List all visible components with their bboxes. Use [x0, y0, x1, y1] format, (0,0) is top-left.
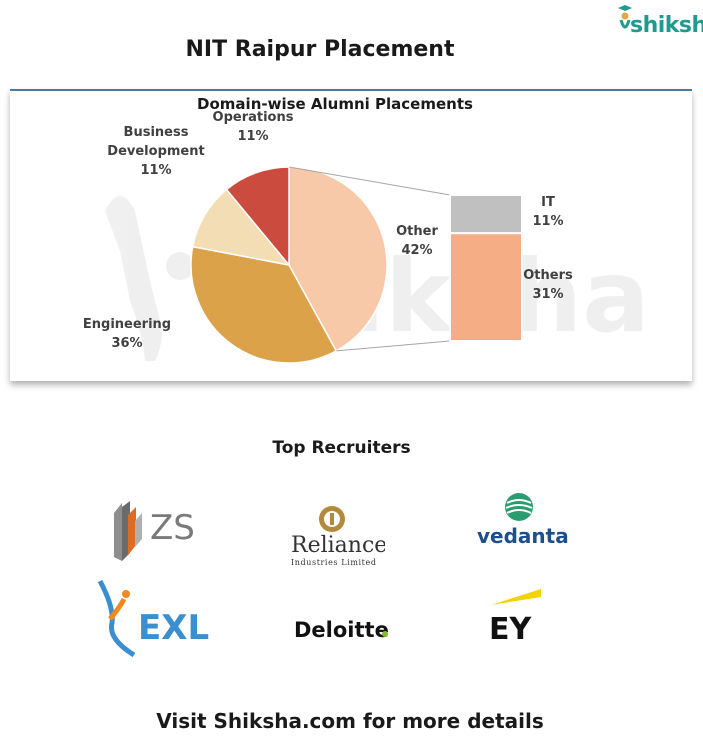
- recruiters-title: Top Recruiters: [272, 438, 411, 458]
- data-label-others: Others 31%: [523, 268, 573, 302]
- connector-bottom: [336, 340, 451, 352]
- ey-logo-text: EY: [489, 612, 532, 643]
- zs-logo: ZS: [114, 501, 195, 561]
- reliance-logo-text: Reliance: [291, 533, 385, 558]
- shiksha-logo: [618, 5, 632, 29]
- data-label-engineering: Engineering 36%: [83, 317, 171, 351]
- breakdown-bar-it: [449, 194, 523, 235]
- reliance-logo: Reliance Industries Limited: [291, 506, 385, 567]
- exl-logo: EXL: [97, 579, 209, 657]
- breakdown-connectors: [288, 166, 451, 352]
- data-label-operations: Operations 11%: [213, 110, 294, 144]
- data-label-business-development: Business Development 11%: [107, 125, 204, 178]
- page-title: NIT Raipur Placement: [185, 37, 455, 62]
- brand-name: shiksha: [630, 13, 703, 38]
- vedanta-logo-text: vedanta: [477, 524, 569, 548]
- pie-slice-operations: [225, 166, 290, 268]
- chart-title: Domain-wise Alumni Placements: [197, 95, 473, 113]
- pie-slice-business-development: [191, 188, 291, 267]
- connector-top: [288, 166, 451, 196]
- chart-card: shiksha Other 42% Engineering 36% Business De…: [10, 89, 692, 381]
- footer-text: Visit Shiksha.com for more details: [156, 709, 544, 733]
- deloitte-logo: Deloitte: [294, 618, 389, 642]
- deloitte-logo-text: Deloitte: [294, 618, 389, 642]
- pie-slice-engineering: [190, 245, 338, 364]
- data-labels: Other 42% Engineering 36% Business Developmen…: [83, 110, 573, 351]
- pie-chart: shiksha Other 42%Engineering 36%Business De…: [83, 110, 650, 364]
- vedanta-logo: vedanta: [477, 493, 569, 548]
- data-label-it: IT 11%: [532, 195, 563, 229]
- zs-logo-text: ZS: [150, 508, 195, 548]
- breakdown-bar-others: [449, 232, 523, 342]
- ey-logo: EY: [489, 589, 541, 643]
- data-label-other: Other 42%: [396, 224, 438, 258]
- pie: [190, 166, 388, 364]
- reliance-logo-subtext: Industries Limited: [291, 558, 377, 567]
- exl-logo-text: EXL: [138, 608, 209, 648]
- breakdown-bar: [449, 194, 523, 342]
